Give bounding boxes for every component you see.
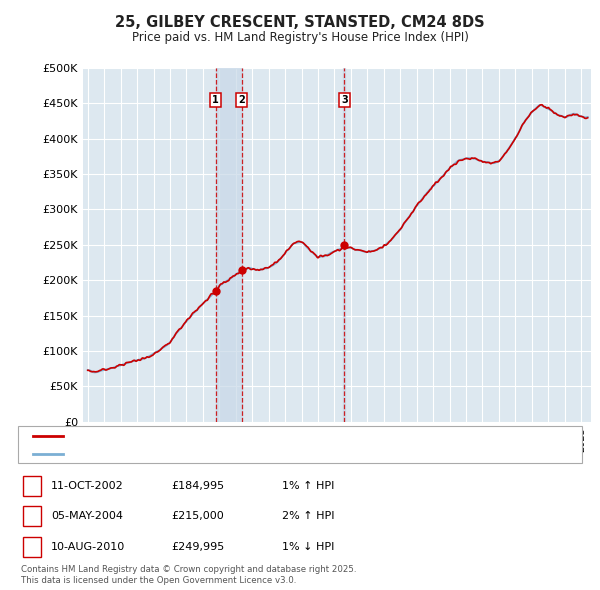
Text: 11-OCT-2002: 11-OCT-2002 [51, 481, 124, 490]
Bar [343, 68, 345, 422]
Text: 2: 2 [238, 95, 245, 104]
Text: 25, GILBEY CRESCENT, STANSTED, CM24 8DS (semi-detached house): 25, GILBEY CRESCENT, STANSTED, CM24 8DS … [69, 431, 430, 441]
Text: £184,995: £184,995 [171, 481, 224, 490]
Text: 1% ↓ HPI: 1% ↓ HPI [282, 542, 334, 552]
Bar [215, 68, 242, 422]
Text: Price paid vs. HM Land Registry's House Price Index (HPI): Price paid vs. HM Land Registry's House … [131, 31, 469, 44]
Text: 1: 1 [28, 481, 35, 490]
Text: 05-MAY-2004: 05-MAY-2004 [51, 512, 123, 521]
Text: 1: 1 [212, 95, 219, 104]
Text: 1% ↑ HPI: 1% ↑ HPI [282, 481, 334, 490]
Text: 25, GILBEY CRESCENT, STANSTED, CM24 8DS: 25, GILBEY CRESCENT, STANSTED, CM24 8DS [115, 15, 485, 30]
Text: 2% ↑ HPI: 2% ↑ HPI [282, 512, 335, 521]
Text: 3: 3 [28, 542, 35, 552]
Text: 3: 3 [341, 95, 347, 104]
Text: £215,000: £215,000 [171, 512, 224, 521]
Text: £249,995: £249,995 [171, 542, 224, 552]
Text: 10-AUG-2010: 10-AUG-2010 [51, 542, 125, 552]
Text: 2: 2 [28, 512, 35, 521]
Text: HPI: Average price, semi-detached house, Uttlesford: HPI: Average price, semi-detached house,… [69, 449, 342, 459]
Text: Contains HM Land Registry data © Crown copyright and database right 2025.
This d: Contains HM Land Registry data © Crown c… [21, 565, 356, 585]
